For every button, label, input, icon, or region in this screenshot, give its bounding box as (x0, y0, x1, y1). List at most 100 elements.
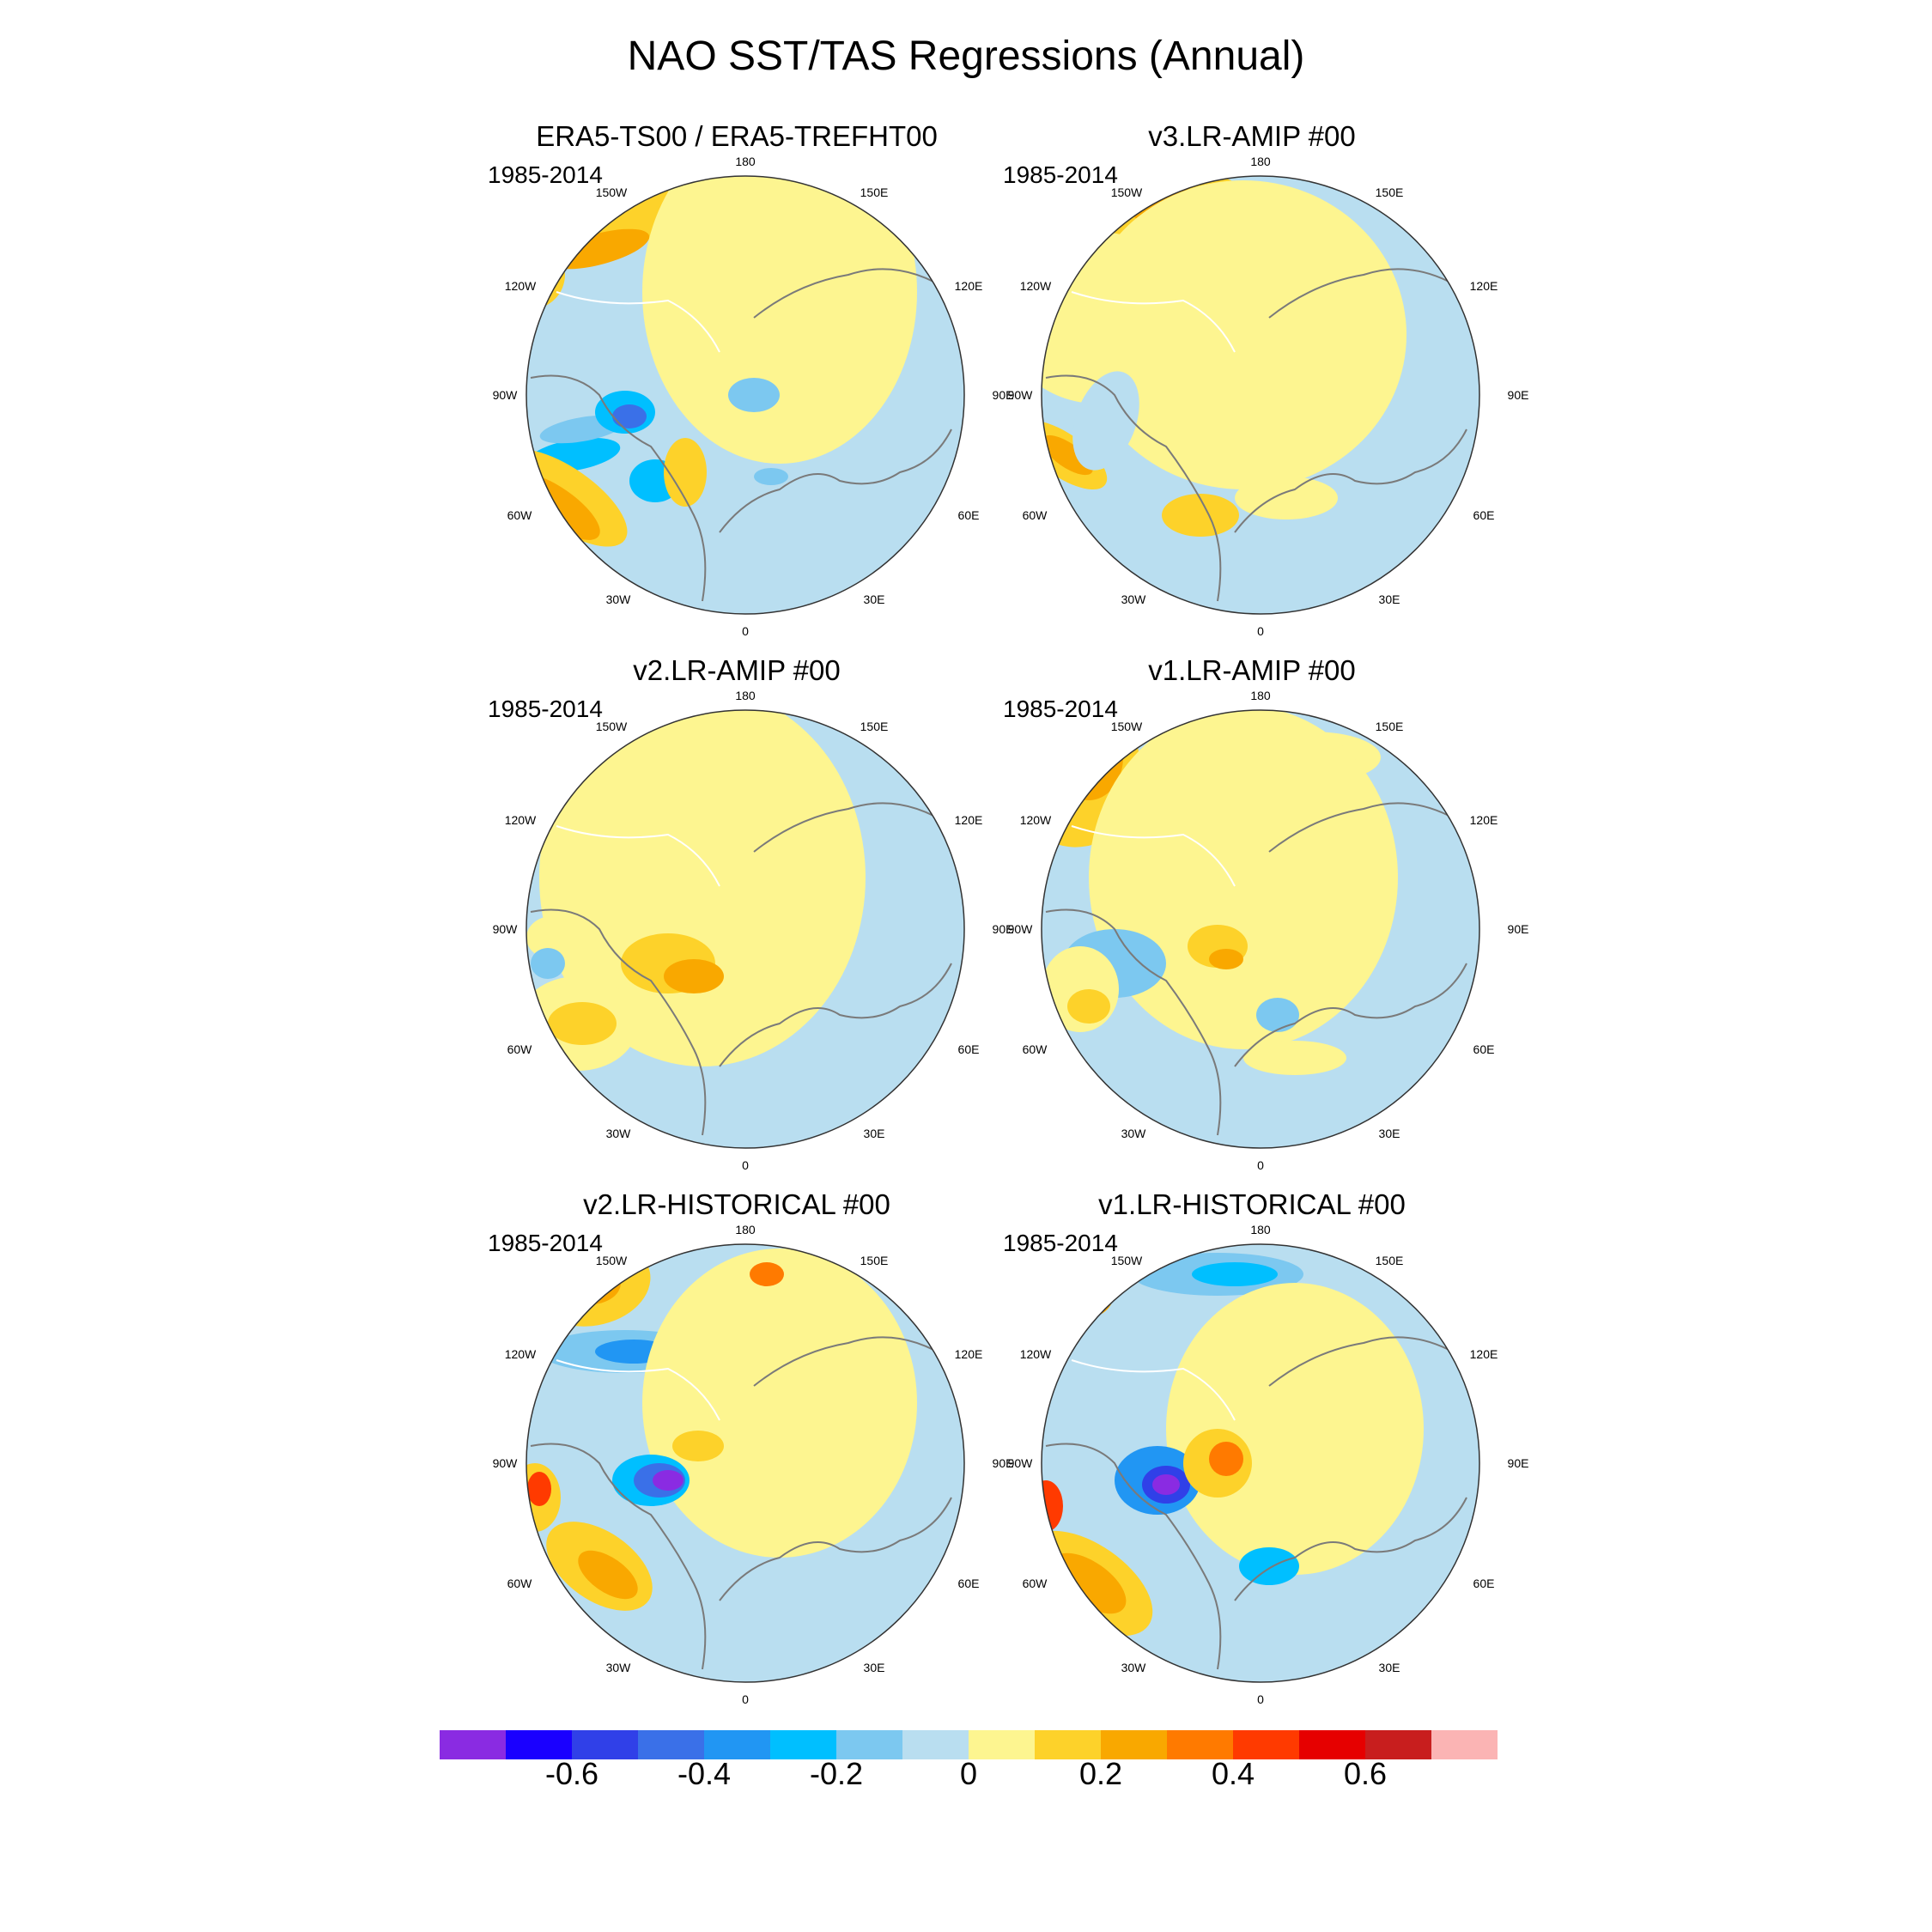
colorbar (440, 1730, 1498, 1759)
map-panel-v2-amip: v2.LR-AMIP #00 1985-2014 180 150E 120E 90E 6… (471, 654, 1013, 1187)
anomaly-region (1256, 998, 1299, 1032)
longitude-label: 180 (735, 155, 756, 168)
colorbar-swatch (1035, 1730, 1101, 1759)
panel-title: v3.LR-AMIP #00 (1148, 120, 1356, 152)
coastline (530, 908, 707, 1136)
longitude-label: 60E (1473, 1577, 1495, 1590)
polar-map: 180 150E 120E 90E 60E 30E 0 30W 60W 90W 120W 150W (1008, 689, 1529, 1172)
panel-period: 1985-2014 (1003, 1230, 1118, 1256)
colorbar-swatch (506, 1730, 572, 1759)
longitude-label: 120W (505, 279, 537, 293)
panel-period: 1985-2014 (1003, 161, 1118, 188)
longitude-label: 150W (596, 1254, 628, 1267)
longitude-label: 60E (1473, 508, 1495, 522)
map-border (1041, 709, 1480, 1149)
coastline (753, 802, 952, 853)
colorbar-swatch (1431, 1730, 1498, 1759)
colorbar-swatch (1167, 1730, 1233, 1759)
anomaly-region (526, 240, 565, 309)
coastline (1234, 963, 1467, 1067)
anomaly-region (539, 710, 866, 1066)
longitude-label: 150W (1111, 185, 1143, 199)
panel-period: 1985-2014 (488, 161, 603, 188)
panel-title: v1.LR-AMIP #00 (1148, 654, 1356, 686)
coastline (530, 1443, 707, 1670)
anomaly-region (1243, 1041, 1346, 1075)
longitude-label: 150W (596, 720, 628, 733)
longitude-label: 60E (1473, 1042, 1495, 1056)
panel-period: 1985-2014 (1003, 696, 1118, 722)
longitude-label: 90E (1508, 388, 1529, 402)
anomaly-region (612, 404, 647, 428)
longitude-label: 60W (1023, 508, 1048, 522)
longitude-label: 60E (958, 1577, 980, 1590)
longitude-label: 90W (1008, 388, 1034, 402)
longitude-label: 150E (1376, 1254, 1404, 1267)
anomaly-region (664, 438, 707, 507)
anomaly-region (664, 959, 724, 993)
map-border (1041, 1243, 1480, 1683)
coastline (1045, 374, 1222, 602)
coastline (719, 963, 952, 1067)
colorbar-swatch (572, 1730, 638, 1759)
longitude-label: 90E (1508, 1456, 1529, 1470)
longitude-label: 0 (1257, 1158, 1264, 1172)
coastline (1268, 1336, 1467, 1387)
anomaly-region (1089, 710, 1398, 1049)
longitude-label: 0 (742, 1158, 749, 1172)
coastline (530, 374, 707, 602)
longitude-label: 60W (507, 1042, 533, 1056)
coastline (719, 1497, 952, 1601)
anomaly-region (526, 916, 578, 959)
longitude-label: 90E (993, 922, 1014, 936)
map-panel-v3-amip: v3.LR-AMIP #00 1985-2014 180 150E 120E 90E 6… (986, 120, 1528, 653)
longitude-label: 0 (742, 1692, 749, 1706)
longitude-label: 120E (955, 1347, 983, 1361)
colorbar-tick-label: 0 (959, 1756, 978, 1791)
colorbar-swatch (1365, 1730, 1431, 1759)
polar-map: 180 150E 120E 90E 60E 30E 0 30W 60W 90W 120W 150W (493, 155, 1014, 638)
longitude-label: 120W (505, 813, 537, 827)
longitude-label: 180 (1250, 1223, 1271, 1236)
longitude-label: 150W (1111, 720, 1143, 733)
longitude-label: 30W (1121, 592, 1147, 606)
colorbar-swatch (704, 1730, 770, 1759)
longitude-label: 150W (1111, 1254, 1143, 1267)
colorbar-swatch (1233, 1730, 1299, 1759)
coastline (753, 268, 952, 319)
longitude-label: 60E (958, 508, 980, 522)
anomaly-region (1235, 477, 1338, 519)
panel-title: v2.LR-AMIP #00 (633, 654, 841, 686)
polar-map: 180 150E 120E 90E 60E 30E 0 30W 60W 90W 120W 150W (493, 1223, 1014, 1706)
panel-title: v1.LR-HISTORICAL #00 (1098, 1188, 1406, 1220)
colorbar-tick-label: 0.2 (1078, 1756, 1123, 1791)
anomaly-region (1051, 1552, 1127, 1614)
colorbar-tick-label: -0.2 (809, 1756, 864, 1791)
colorbar-tick-label: 0.4 (1211, 1756, 1255, 1791)
colorbar-labels: -0.6 -0.4 -0.2 0 0.2 0.4 0.6 (0, 1756, 1932, 1799)
colorbar-tick-label: -0.4 (677, 1756, 732, 1791)
colorbar-tick-label: 0.6 (1343, 1756, 1388, 1791)
longitude-label: 60W (507, 508, 533, 522)
coastline (556, 825, 720, 887)
longitude-label: 150E (1376, 185, 1404, 199)
map-border (526, 1243, 965, 1683)
longitude-label: 120E (1470, 813, 1498, 827)
longitude-label: 120E (955, 813, 983, 827)
anomaly-region (1209, 949, 1243, 969)
colorbar-swatch (969, 1730, 1035, 1759)
figure-title: NAO SST/TAS Regressions (Annual) (627, 33, 1305, 79)
anomaly-region (672, 1431, 724, 1461)
longitude-label: 120W (1020, 813, 1052, 827)
longitude-label: 0 (1257, 624, 1264, 638)
anomaly-region (1072, 371, 1139, 471)
longitude-label: 150E (860, 720, 889, 733)
longitude-label: 150E (860, 185, 889, 199)
map-panel-v1-historical: v1.LR-HISTORICAL #00 1985-2014 180 150E 12… (986, 1188, 1528, 1721)
longitude-label: 120W (1020, 279, 1052, 293)
anomaly-region (531, 948, 565, 979)
longitude-label: 30W (606, 592, 632, 606)
coastline (1234, 1497, 1467, 1601)
anomaly-region (548, 1002, 617, 1045)
anomaly-region (1166, 1283, 1424, 1575)
